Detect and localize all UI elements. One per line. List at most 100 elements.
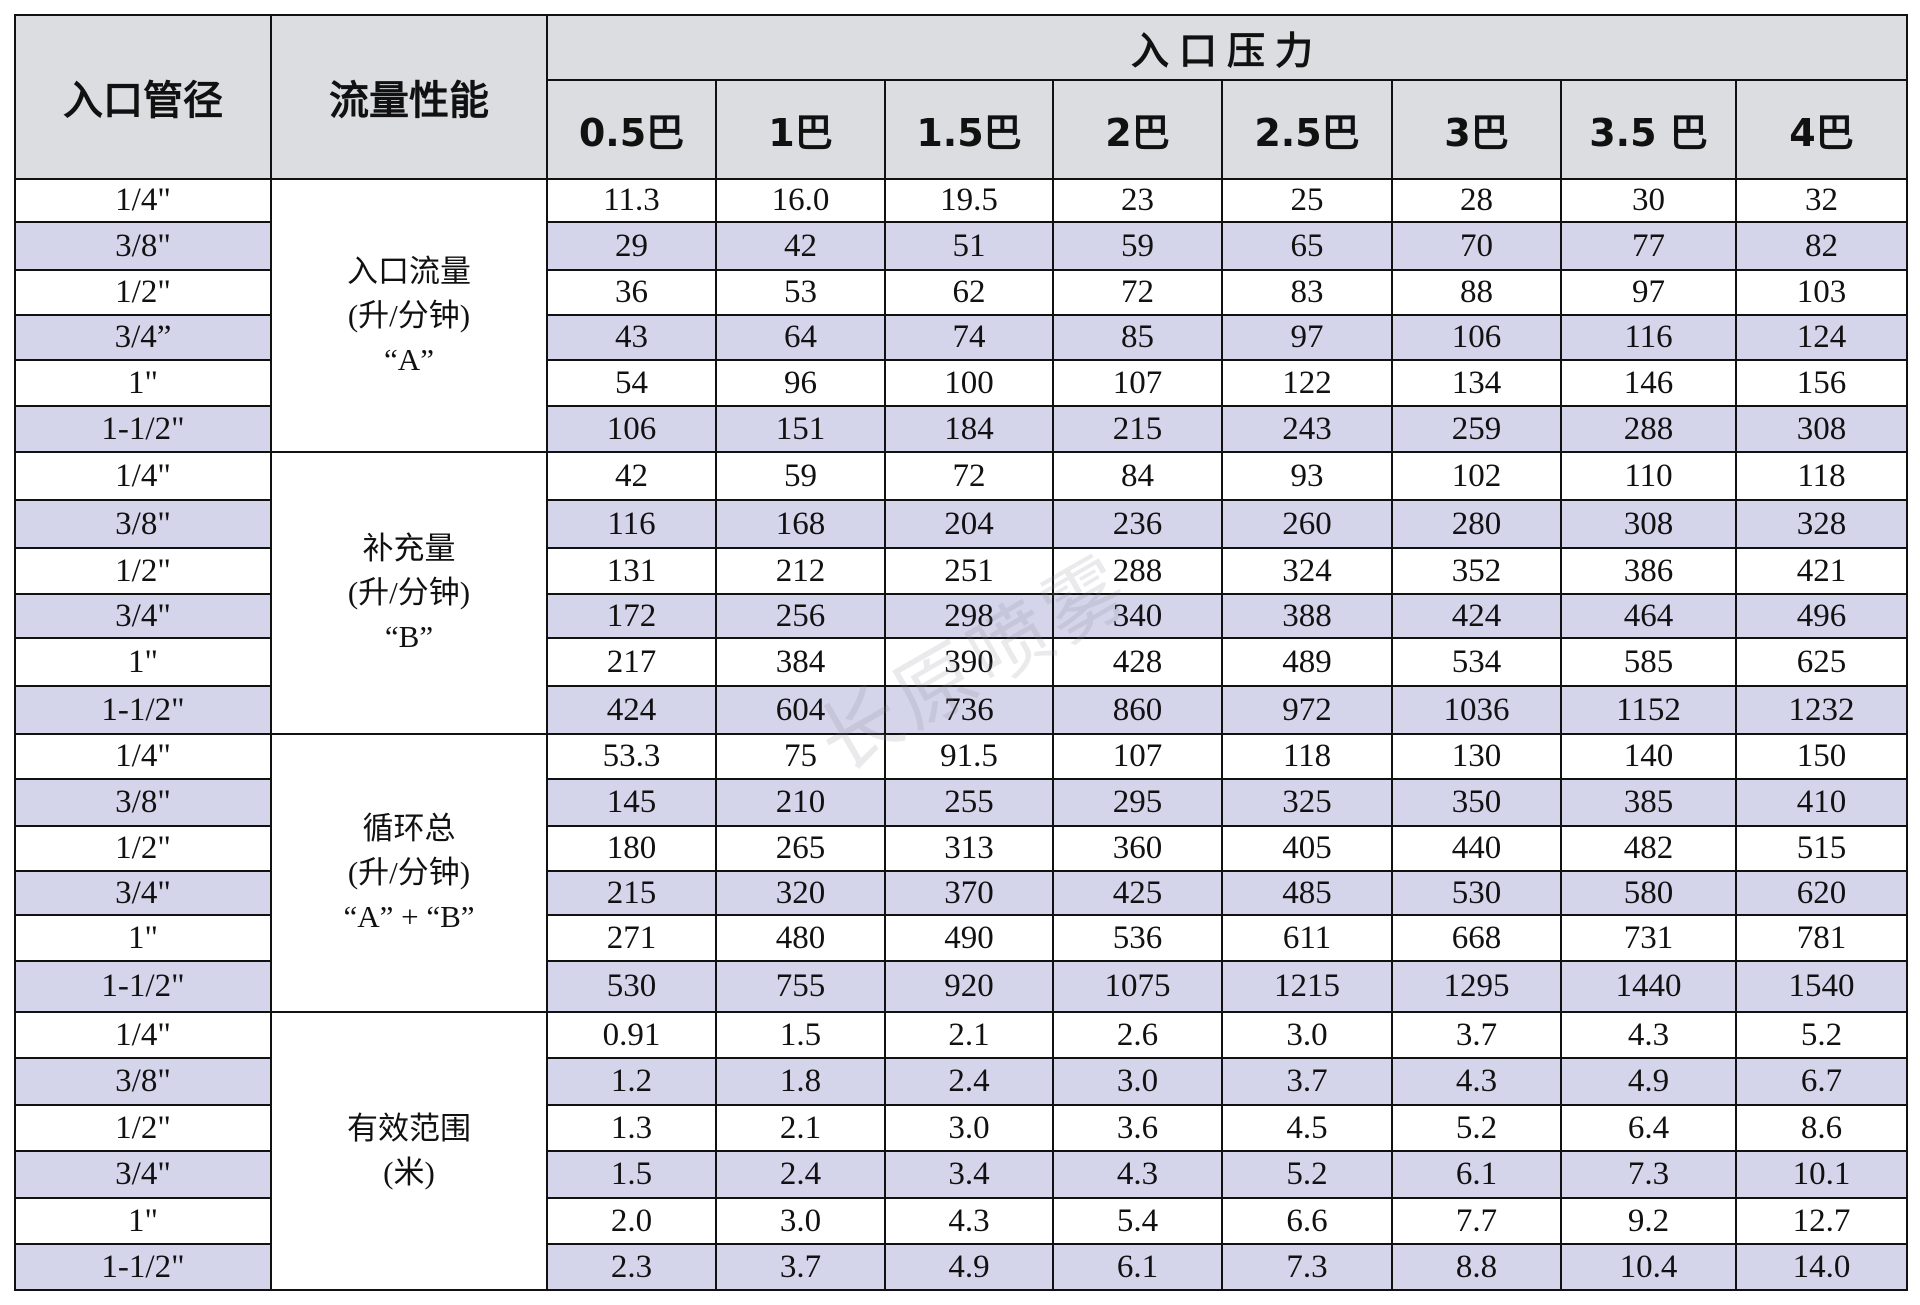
header-inlet-pressure: 入口压力 bbox=[545, 14, 1909, 81]
pipe-size-cell: 1" bbox=[14, 637, 272, 687]
value-cell: 3.0 bbox=[1052, 1057, 1223, 1106]
value-cell: 440 bbox=[1391, 825, 1562, 872]
value-cell: 36 bbox=[546, 269, 717, 316]
header-pressure: 2巴 bbox=[1052, 79, 1223, 180]
table-row: 1/2" 36 53 62 72 83 88 97 103 bbox=[14, 269, 1909, 316]
value-cell: 352 bbox=[1391, 547, 1562, 595]
value-cell: 3.0 bbox=[1221, 1011, 1393, 1059]
value-cell: 14.0 bbox=[1734, 1243, 1909, 1291]
value-cell: 134 bbox=[1391, 359, 1562, 407]
value-cell: 25 bbox=[1221, 178, 1393, 223]
value-cell: 5.2 bbox=[1221, 1150, 1393, 1199]
value-cell: 668 bbox=[1391, 914, 1562, 962]
pipe-size-cell: 1/2" bbox=[14, 269, 272, 316]
value-cell: 4.9 bbox=[884, 1243, 1054, 1291]
value-cell: 3.7 bbox=[1221, 1057, 1393, 1106]
pipe-size-cell: 3/4” bbox=[14, 314, 272, 361]
value-cell: 620 bbox=[1734, 870, 1909, 916]
value-cell: 4.5 bbox=[1221, 1104, 1393, 1152]
value-cell: 118 bbox=[1221, 733, 1393, 780]
value-cell: 5.2 bbox=[1391, 1104, 1562, 1152]
value-cell: 6.1 bbox=[1052, 1243, 1223, 1291]
value-cell: 4.3 bbox=[1052, 1150, 1223, 1199]
value-cell: 116 bbox=[546, 499, 717, 549]
value-cell: 131 bbox=[546, 547, 717, 595]
value-cell: 1540 bbox=[1734, 960, 1909, 1013]
value-cell: 82 bbox=[1734, 221, 1909, 271]
value-cell: 328 bbox=[1734, 499, 1909, 549]
pipe-size-cell: 3/8" bbox=[14, 499, 272, 549]
flow-category-label: 循环总 bbox=[362, 811, 456, 846]
value-cell: 388 bbox=[1221, 593, 1393, 639]
pipe-size-cell: 1/4" bbox=[14, 1011, 272, 1059]
value-cell: 4.3 bbox=[1391, 1057, 1562, 1106]
value-cell: 84 bbox=[1052, 451, 1223, 501]
value-cell: 118 bbox=[1734, 451, 1909, 501]
table-row: 1-1/2" 424 604 736 860 972 1036 1152 1232 bbox=[14, 685, 1909, 735]
value-cell: 386 bbox=[1560, 547, 1737, 595]
table-body: 1/4" 入口流量 (升/分钟) “A” 11.3 16.0 19.5 23 25 28 30 32 3… bbox=[14, 178, 1909, 1291]
table-row: 3/8" 116 168 204 236 260 280 308 328 bbox=[14, 499, 1909, 549]
value-cell: 260 bbox=[1221, 499, 1393, 549]
table-row: 3/8" 1.2 1.8 2.4 3.0 3.7 4.3 4.9 6.7 bbox=[14, 1057, 1909, 1106]
value-cell: 515 bbox=[1734, 825, 1909, 872]
value-cell: 308 bbox=[1734, 405, 1909, 453]
value-cell: 2.4 bbox=[715, 1150, 886, 1199]
value-cell: 64 bbox=[715, 314, 886, 361]
flow-category-label: “A” bbox=[384, 341, 434, 377]
value-cell: 625 bbox=[1734, 637, 1909, 687]
value-cell: 215 bbox=[546, 870, 717, 916]
value-cell: 308 bbox=[1560, 499, 1737, 549]
value-cell: 2.1 bbox=[884, 1011, 1054, 1059]
table-row: 3/4” 43 64 74 85 97 106 116 124 bbox=[14, 314, 1909, 361]
table-row: 3/4" 215 320 370 425 485 530 580 620 bbox=[14, 870, 1909, 916]
value-cell: 280 bbox=[1391, 499, 1562, 549]
value-cell: 151 bbox=[715, 405, 886, 453]
pipe-size-cell: 1" bbox=[14, 359, 272, 407]
value-cell: 6.7 bbox=[1734, 1057, 1909, 1106]
value-cell: 2.0 bbox=[546, 1197, 717, 1245]
flow-category-label: “B” bbox=[384, 619, 434, 654]
value-cell: 23 bbox=[1052, 178, 1223, 223]
pipe-size-cell: 3/4" bbox=[14, 1150, 272, 1199]
value-cell: 2.3 bbox=[546, 1243, 717, 1291]
value-cell: 215 bbox=[1052, 405, 1223, 453]
value-cell: 5.2 bbox=[1734, 1011, 1909, 1059]
value-cell: 236 bbox=[1052, 499, 1223, 549]
header-pressure: 3.5 巴 bbox=[1560, 79, 1737, 180]
value-cell: 5.4 bbox=[1052, 1197, 1223, 1245]
value-cell: 6.6 bbox=[1221, 1197, 1393, 1245]
value-cell: 4.3 bbox=[884, 1197, 1054, 1245]
value-cell: 1440 bbox=[1560, 960, 1737, 1013]
value-cell: 19.5 bbox=[884, 178, 1054, 223]
value-cell: 77 bbox=[1560, 221, 1737, 271]
value-cell: 0.91 bbox=[546, 1011, 717, 1059]
value-cell: 295 bbox=[1052, 778, 1223, 827]
table-row: 1/4" 有效范围 (米) 0.91 1.5 2.1 2.6 3.0 3.7 4.3 5.2 bbox=[14, 1011, 1909, 1291]
value-cell: 2.1 bbox=[715, 1104, 886, 1152]
value-cell: 313 bbox=[884, 825, 1054, 872]
value-cell: 103 bbox=[1734, 269, 1909, 316]
value-cell: 489 bbox=[1221, 637, 1393, 687]
value-cell: 534 bbox=[1391, 637, 1562, 687]
value-cell: 298 bbox=[884, 593, 1054, 639]
value-cell: 88 bbox=[1391, 269, 1562, 316]
value-cell: 10.1 bbox=[1734, 1150, 1909, 1199]
table-row: 3/4" 172 256 298 340 388 424 464 496 bbox=[14, 593, 1909, 639]
value-cell: 43 bbox=[546, 314, 717, 361]
value-cell: 51 bbox=[884, 221, 1054, 271]
value-cell: 8.8 bbox=[1391, 1243, 1562, 1291]
value-cell: 731 bbox=[1560, 914, 1737, 962]
value-cell: 271 bbox=[546, 914, 717, 962]
value-cell: 96 bbox=[715, 359, 886, 407]
value-cell: 428 bbox=[1052, 637, 1223, 687]
value-cell: 180 bbox=[546, 825, 717, 872]
value-cell: 1295 bbox=[1391, 960, 1562, 1013]
value-cell: 259 bbox=[1391, 405, 1562, 453]
flow-category-cell: 循环总 (升/分钟) “A” + “B” bbox=[270, 733, 548, 1013]
value-cell: 107 bbox=[1052, 359, 1223, 407]
value-cell: 251 bbox=[884, 547, 1054, 595]
value-cell: 100 bbox=[884, 359, 1054, 407]
pipe-size-cell: 3/8" bbox=[14, 778, 272, 827]
pipe-size-cell: 3/8" bbox=[14, 1057, 272, 1106]
